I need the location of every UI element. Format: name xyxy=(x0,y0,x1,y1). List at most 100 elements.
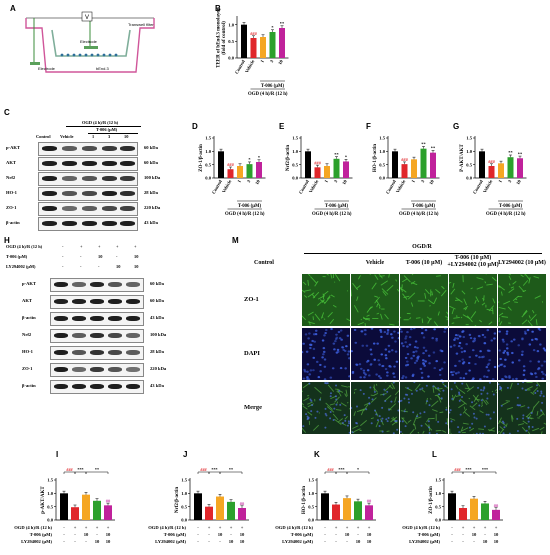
chart-b-bar-2 xyxy=(260,37,266,58)
chart-f-tick-label-0: 0.0 xyxy=(379,176,385,181)
blot-h-band xyxy=(54,332,68,338)
chart-i-sig-last: ## xyxy=(106,498,111,503)
chart-l-tick-label-2: 1.0 xyxy=(435,491,441,496)
chart-f-dose-label: T-006 (μM) xyxy=(412,204,436,209)
blot-h-size: 220 kDa xyxy=(150,366,167,371)
blot-c-protein: Nrf2 xyxy=(6,175,16,180)
chart-b-bar-4 xyxy=(279,28,285,58)
chart-l-treat-label-0: OGD (4 h)/R (12 h) xyxy=(402,525,440,530)
blot-h-treat-value: - xyxy=(62,254,64,259)
blot-h-protein: p-AKT xyxy=(22,281,37,286)
chart-k-treat-label-2: LY294002 (μM) xyxy=(282,539,313,544)
chart-i-treat-label-1: T-006 (μM) xyxy=(30,532,53,537)
chart-k-ylabel-0: HO-1/β-actin xyxy=(302,486,307,514)
chart-i-treat-1-4: 10 xyxy=(106,532,111,537)
chart-k-treat-1-1: - xyxy=(335,532,337,537)
chart-k-treat-0-1: + xyxy=(335,525,338,530)
blot-c-band xyxy=(62,145,77,151)
micro-image xyxy=(449,382,497,434)
blot-h-treat-label: LY294002 (μM) xyxy=(6,264,36,269)
chart-l-treat-0-2: + xyxy=(473,525,476,530)
blot-c-band xyxy=(82,220,97,226)
chart-e-tick-label-0: 0.0 xyxy=(292,176,298,181)
micro-image xyxy=(302,328,350,380)
chart-l-treat-1-2: 10 xyxy=(472,532,477,537)
blot-h-band xyxy=(108,298,122,304)
blot-c-band xyxy=(82,160,97,166)
blot-h-treat-label: OGD (4 h)/R (12 h) xyxy=(6,244,43,249)
chart-f-tick-label-2: 1.0 xyxy=(379,149,385,154)
blot-h-band xyxy=(126,349,140,355)
blot-c-band xyxy=(82,190,97,196)
chart-d-category-3: 3 xyxy=(246,178,252,183)
blot-h-treat-value: + xyxy=(134,244,137,249)
chart-i-treat-2-3: 10 xyxy=(95,539,100,544)
chart-b-sig-4: ** xyxy=(280,21,285,26)
blot-c-band xyxy=(42,145,57,151)
blot-h-band xyxy=(72,298,86,304)
blot-h-band xyxy=(72,332,86,338)
panel-letter-h: H xyxy=(4,236,10,245)
micro-group-title: OGD/R xyxy=(412,244,432,250)
blot-c-protein: HO-1 xyxy=(6,190,17,195)
panel-letter-j: J xyxy=(183,450,188,459)
micro-row-label: Merge xyxy=(244,404,263,411)
chart-b-dose-label: T-006 (μM) xyxy=(261,84,285,89)
chart-k-treat-1-3: - xyxy=(357,532,359,537)
panel-letter-f: F xyxy=(366,122,371,131)
blot-c-band xyxy=(42,160,57,166)
blot-h-row: ZO-1 220 kDa xyxy=(4,363,204,377)
blot-c-band xyxy=(42,220,57,226)
blot-c-band xyxy=(42,205,57,211)
voltmeter-label: V xyxy=(85,15,89,21)
micro-m: OGD/R Control Vehicle T-006 (10 μM) T-006 (… xyxy=(232,244,546,444)
chart-f-sig-1: ### xyxy=(401,157,408,162)
chart-e-tick-label-1: 0.5 xyxy=(292,162,298,167)
blot-c-size: 60 kDa xyxy=(144,160,158,165)
blot-c-band xyxy=(102,205,117,211)
chart-i: 0.00.51.01.5p-AKT/AKT### *** **##OGD (4 h)… xyxy=(14,467,115,544)
panel-letter-b: B xyxy=(215,4,221,13)
blot-h-treat-value: - xyxy=(62,264,64,269)
chart-j-bracket-label-1: *** xyxy=(211,467,217,472)
chart-e-ylabel-0: Nrf2/β-actin xyxy=(286,145,291,171)
chart-g-dose-label: T-006 (μM) xyxy=(499,204,523,209)
chart-l-bar-4 xyxy=(492,509,500,520)
chart-k-sig-last: ## xyxy=(367,498,372,503)
blot-h-size: 60 kDa xyxy=(150,298,164,303)
blot-c-row: p-AKT 60 kDa xyxy=(4,142,194,156)
blot-h-treat-value: + xyxy=(98,244,101,249)
chart-j-treat-2-3: 10 xyxy=(229,539,234,544)
chart-l-tick-label-3: 1.5 xyxy=(435,478,441,483)
micro-column-header: LY294002 (10 μM) xyxy=(498,260,546,266)
chart-l: 0.0 0.5 1.0 1.5ZO-1/β-actin ### *** *** ## OGD (… xyxy=(402,467,503,544)
chart-i-treat-0-1: + xyxy=(74,525,77,530)
chart-l-bracket-label-1: *** xyxy=(465,467,471,472)
chart-i-bar-4 xyxy=(104,505,112,520)
chart-e-category-1: Vehicle xyxy=(308,179,319,194)
blot-h-treat-label: T-006 (μM) xyxy=(6,254,28,259)
chart-j-bracket-label-0: ### xyxy=(200,467,207,472)
chart-f-ylabel-0: HO-1/β-actin xyxy=(373,144,378,172)
blot-c-protein: β-actin xyxy=(6,220,20,225)
blot-c-band xyxy=(82,175,97,181)
chart-e-sig-3: ** xyxy=(334,152,339,157)
chart-k-tick-label-3: 1.5 xyxy=(308,478,314,483)
blot-c-band xyxy=(62,160,77,166)
chart-b-bar-0 xyxy=(241,24,247,58)
chart-l-sig-last: ## xyxy=(494,503,499,508)
blot-h-band xyxy=(90,332,104,338)
blot-c-protein: ZO-1 xyxy=(6,205,17,210)
electrode-inner-label: Electrode xyxy=(80,39,98,44)
blot-c-band xyxy=(102,190,117,196)
transwell-label: Transwell filter xyxy=(128,22,154,27)
blot-c-band xyxy=(102,145,117,151)
cell-monolayer xyxy=(60,53,118,57)
blot-c-band xyxy=(62,220,77,226)
blot-h-band xyxy=(108,366,122,372)
chart-b-bar-3 xyxy=(269,32,276,58)
blot-h-protein: β-actin xyxy=(22,383,36,388)
blot-h-row: AKT 60 kDa xyxy=(4,295,204,309)
electrode-label: Electrode xyxy=(38,66,56,71)
chart-d-tick-label-1: 0.5 xyxy=(205,162,211,167)
